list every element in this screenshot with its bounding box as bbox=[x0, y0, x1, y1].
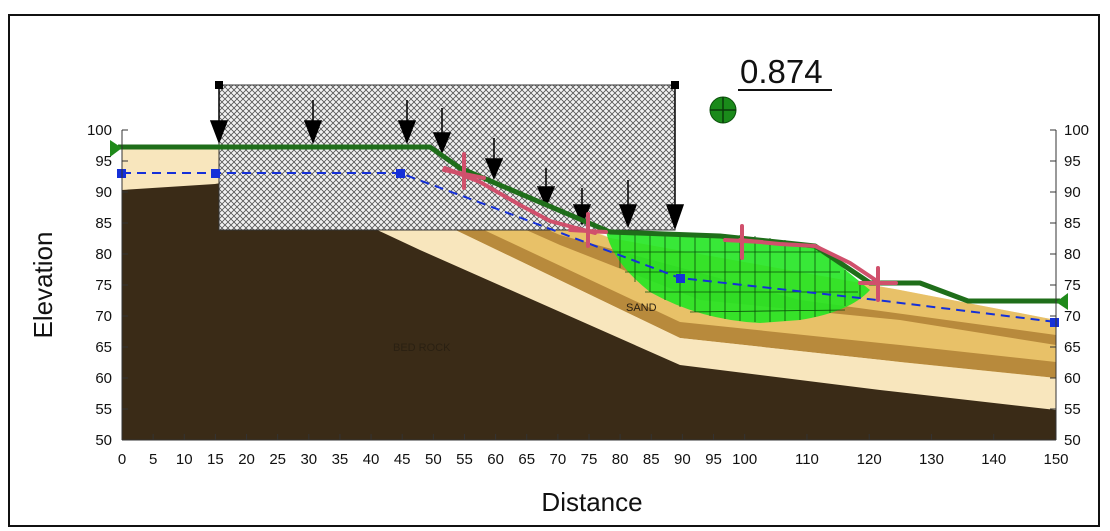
x-tick-label: 60 bbox=[487, 451, 504, 468]
slip-center-icon bbox=[709, 96, 737, 124]
x-tick-label: 110 bbox=[795, 451, 819, 468]
y-tick-label-left: 55 bbox=[95, 401, 112, 418]
x-tick-label: 90 bbox=[674, 451, 691, 468]
y-tick-label-left: 95 bbox=[95, 153, 112, 170]
x-tick-label: 55 bbox=[456, 451, 473, 468]
y-tick-label-right: 65 bbox=[1064, 339, 1081, 356]
x-tick-label: 75 bbox=[581, 451, 598, 468]
pale-band bbox=[400, 200, 1056, 410]
right-boundary-marker bbox=[1056, 293, 1068, 310]
x-tick-label: 130 bbox=[919, 451, 944, 468]
y-tick-label-left: 50 bbox=[95, 432, 112, 449]
y-tick-label-left: 85 bbox=[95, 215, 112, 232]
y-tick-label-left: 100 bbox=[87, 122, 112, 139]
figure-frame bbox=[8, 14, 1100, 527]
x-tick-label: 5 bbox=[149, 451, 157, 468]
x-tick-labels: 0 5 10 15 20 25 30 35 40 45 50 55 60 65 70 75 80 85 90 95 10… bbox=[118, 451, 1069, 468]
x-tick-label: 25 bbox=[269, 451, 286, 468]
x-tick-label: 150 bbox=[1043, 451, 1068, 468]
x-axis-title: Distance bbox=[541, 487, 642, 517]
slip-surface-slices bbox=[612, 232, 861, 322]
x-tick-label: 20 bbox=[238, 451, 255, 468]
x-tick-label: 35 bbox=[332, 451, 349, 468]
brown-band bbox=[420, 200, 1056, 378]
bedrock-layer bbox=[122, 176, 1056, 440]
tick-marks bbox=[121, 129, 1057, 441]
x-tick-label: 70 bbox=[550, 451, 567, 468]
x-tick-label: 15 bbox=[207, 451, 224, 468]
x-tick-label: 85 bbox=[643, 451, 660, 468]
y-tick-label-left: 65 bbox=[95, 339, 112, 356]
x-tick-label: 80 bbox=[612, 451, 629, 468]
y-tick-label-right: 50 bbox=[1064, 432, 1081, 449]
x-tick-label: 120 bbox=[857, 451, 882, 468]
y-tick-label-right: 60 bbox=[1064, 370, 1081, 387]
material-label-bed-rock: BED ROCK bbox=[393, 342, 451, 354]
y-tick-label-left: 90 bbox=[95, 184, 112, 201]
y-tick-label-left: 60 bbox=[95, 370, 112, 387]
y-tick-labels-right: 50 55 60 65 70 75 80 85 90 95 100 bbox=[1064, 122, 1089, 449]
x-tick-label: 65 bbox=[518, 451, 535, 468]
y-tick-label-right: 70 bbox=[1064, 308, 1081, 325]
left-boundary-marker bbox=[110, 140, 122, 157]
x-tick-label: 100 bbox=[732, 451, 757, 468]
y-tick-label-right: 55 bbox=[1064, 401, 1081, 418]
y-tick-label-right: 75 bbox=[1064, 277, 1081, 294]
y-tick-label-right: 95 bbox=[1064, 153, 1081, 170]
y-tick-label-left: 70 bbox=[95, 308, 112, 325]
y-tick-label-left: 80 bbox=[95, 246, 112, 263]
y-tick-label-right: 80 bbox=[1064, 246, 1081, 263]
y-tick-label-right: 85 bbox=[1064, 215, 1081, 232]
material-label-sand: SAND bbox=[626, 302, 657, 314]
search-trace-markers bbox=[442, 152, 898, 302]
x-tick-label: 140 bbox=[981, 451, 1006, 468]
load-arrows bbox=[209, 89, 685, 231]
x-tick-label: 0 bbox=[118, 451, 126, 468]
x-tick-label: 45 bbox=[394, 451, 411, 468]
y-tick-label-left: 75 bbox=[95, 277, 112, 294]
slip-surface-mass bbox=[606, 231, 870, 323]
y-axis-title: Elevation bbox=[28, 232, 58, 339]
x-tick-label: 95 bbox=[705, 451, 722, 468]
factor-of-safety-label: 0.874 bbox=[740, 53, 823, 90]
x-tick-label: 30 bbox=[300, 451, 317, 468]
distributed-load bbox=[209, 81, 685, 231]
x-tick-label: 10 bbox=[176, 451, 193, 468]
x-tick-label: 40 bbox=[363, 451, 380, 468]
y-tick-label-right: 100 bbox=[1064, 122, 1089, 139]
x-tick-label: 50 bbox=[425, 451, 442, 468]
y-tick-labels-left: 50 55 60 65 70 75 80 85 90 95 100 bbox=[87, 122, 112, 449]
y-tick-label-right: 90 bbox=[1064, 184, 1081, 201]
